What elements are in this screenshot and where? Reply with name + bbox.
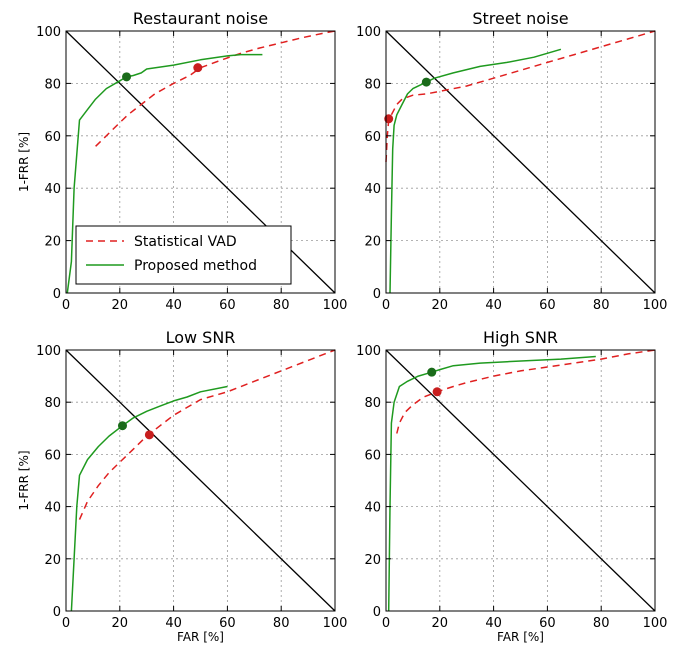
- legend: Statistical VAD Proposed method: [75, 225, 292, 285]
- y-tick-label: 60: [364, 130, 381, 145]
- proposed-operating-point: [117, 421, 127, 431]
- proposed-operating-point: [421, 77, 431, 87]
- statistical-operating-point: [193, 63, 203, 73]
- panel-3: 0 20 40 60 80 100 0 20 40 60 80 100 High SNR FAR [%]: [356, 328, 667, 644]
- x-tick-label: 0: [62, 298, 70, 313]
- y-tick-label: 80: [44, 77, 61, 92]
- series-statistical-vad-line: [385, 30, 656, 163]
- x-tick-label: 60: [219, 616, 236, 631]
- y-tick-label: 0: [373, 605, 381, 620]
- series-proposed-method-line: [70, 385, 228, 612]
- y-tick-label: 20: [44, 235, 61, 250]
- diagonal-line: [65, 349, 336, 612]
- legend-entry: Statistical VAD: [134, 234, 237, 250]
- x-tick-label: 80: [273, 616, 290, 631]
- y-tick-label: 0: [373, 287, 381, 302]
- x-tick-label: 80: [593, 616, 610, 631]
- x-tick-label: 80: [273, 298, 290, 313]
- y-tick-label: 80: [364, 77, 381, 92]
- x-tick-label: 40: [485, 616, 502, 631]
- y-axis-label: 1-FRR [%]: [17, 450, 31, 510]
- x-tick-label: 40: [165, 616, 182, 631]
- legend-box: [75, 225, 292, 285]
- y-tick-label: 40: [44, 501, 61, 516]
- plot-frame: [65, 30, 336, 294]
- y-tick-label: 40: [364, 182, 381, 197]
- panel-1: 0 20 40 60 80 100 0 20 40 60 80 100 Street noise: [356, 9, 667, 313]
- x-tick-label: 20: [432, 616, 449, 631]
- y-tick-label: 100: [36, 344, 61, 359]
- x-tick-label: 100: [643, 298, 668, 313]
- y-tick-label: 40: [364, 501, 381, 516]
- y-tick-label: 60: [44, 448, 61, 463]
- y-tick-label: 0: [53, 287, 61, 302]
- y-tick-label: 20: [364, 553, 381, 568]
- series-statistical-vad-line: [95, 30, 336, 147]
- plot-frame: [385, 30, 656, 294]
- x-tick-label: 100: [643, 616, 668, 631]
- x-tick-label: 0: [62, 616, 70, 631]
- x-axis-label: FAR [%]: [177, 630, 224, 644]
- x-tick-label: 0: [382, 616, 390, 631]
- series-proposed-method-line: [389, 48, 562, 294]
- x-tick-label: 0: [382, 298, 390, 313]
- proposed-operating-point: [122, 72, 132, 82]
- y-tick-label: 80: [44, 396, 61, 411]
- diagonal-line: [385, 30, 656, 294]
- panel-2: 0 20 40 60 80 100 0 20 40 60 80 100 Low SNR FAR [%] 1-…: [17, 328, 347, 644]
- x-tick-label: 60: [539, 298, 556, 313]
- series-proposed-method-line: [387, 355, 596, 612]
- y-tick-label: 60: [364, 448, 381, 463]
- x-tick-label: 20: [432, 298, 449, 313]
- y-tick-label: 100: [356, 25, 381, 40]
- panel-title: High SNR: [483, 328, 558, 347]
- y-tick-label: 100: [36, 25, 61, 40]
- y-tick-label: 80: [364, 396, 381, 411]
- y-tick-label: 40: [44, 182, 61, 197]
- diagonal-line: [385, 349, 656, 612]
- plot-frame: [65, 349, 336, 612]
- x-tick-label: 40: [165, 298, 182, 313]
- plot-frame: [385, 349, 656, 612]
- x-tick-label: 60: [539, 616, 556, 631]
- x-tick-label: 80: [593, 298, 610, 313]
- y-axis-label: 1-FRR [%]: [17, 132, 31, 192]
- statistical-operating-point: [432, 387, 442, 397]
- panel-title: Low SNR: [166, 328, 236, 347]
- y-tick-label: 100: [356, 344, 381, 359]
- x-tick-label: 100: [323, 616, 348, 631]
- legend-entry: Proposed method: [134, 258, 257, 274]
- x-tick-label: 20: [112, 616, 129, 631]
- proposed-operating-point: [427, 367, 437, 377]
- y-tick-label: 20: [44, 553, 61, 568]
- statistical-operating-point: [144, 430, 154, 440]
- series-statistical-vad-line: [396, 349, 656, 434]
- panel-title: Street noise: [472, 9, 568, 28]
- x-tick-label: 100: [323, 298, 348, 313]
- y-tick-label: 60: [44, 130, 61, 145]
- x-axis-label: FAR [%]: [497, 630, 544, 644]
- panel-0: 0 20 40 60 80 100 0 20 40 60 80 100 Restaurant noise…: [17, 9, 347, 313]
- x-tick-label: 60: [219, 298, 236, 313]
- y-tick-label: 0: [53, 605, 61, 620]
- x-tick-label: 40: [485, 298, 502, 313]
- x-tick-label: 20: [112, 298, 129, 313]
- y-tick-label: 20: [364, 235, 381, 250]
- panel-title: Restaurant noise: [133, 9, 268, 28]
- series-statistical-vad-line: [78, 349, 336, 520]
